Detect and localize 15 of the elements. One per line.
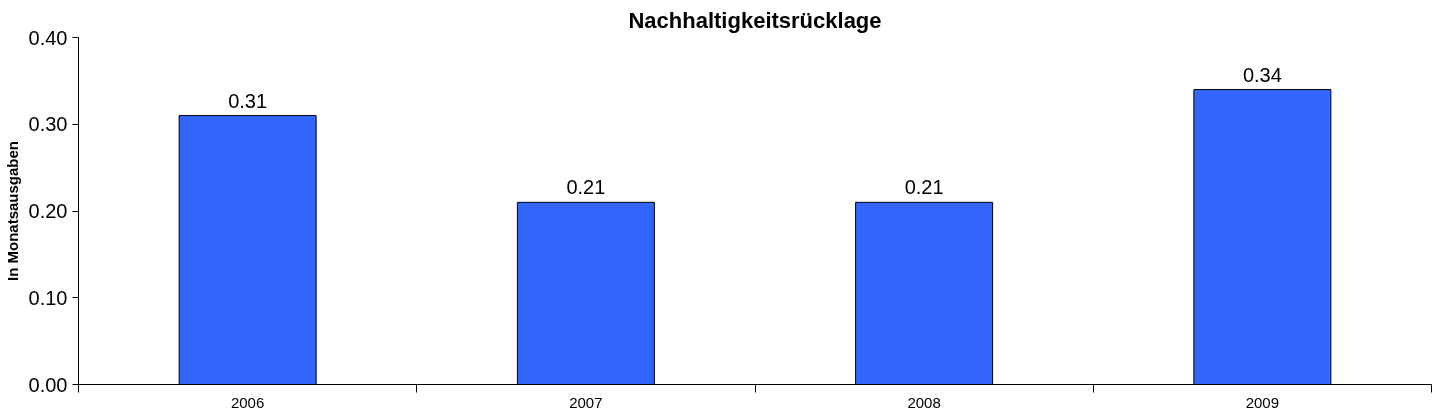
y-tick-label: 0.00	[28, 373, 68, 396]
y-tick-label: 0.10	[28, 286, 68, 309]
data-label: 0.31	[228, 89, 268, 112]
data-label: 0.34	[1242, 63, 1282, 86]
y-tick-label: 0.30	[28, 113, 68, 136]
data-label: 0.21	[566, 176, 606, 199]
x-tick-label: 2008	[907, 393, 941, 410]
x-tick-label: 2009	[1245, 393, 1280, 410]
x-tick-label: 2006	[230, 393, 265, 410]
chart-title: Nachhaltigkeitsrücklage	[628, 7, 882, 33]
y-axis-title: In Monatsausgaben	[3, 140, 21, 282]
y-tick-label: 0.20	[28, 200, 68, 222]
x-tick-label: 2007	[569, 393, 603, 410]
y-tick-label: 0.40	[28, 26, 68, 49]
data-label: 0.21	[904, 176, 944, 199]
